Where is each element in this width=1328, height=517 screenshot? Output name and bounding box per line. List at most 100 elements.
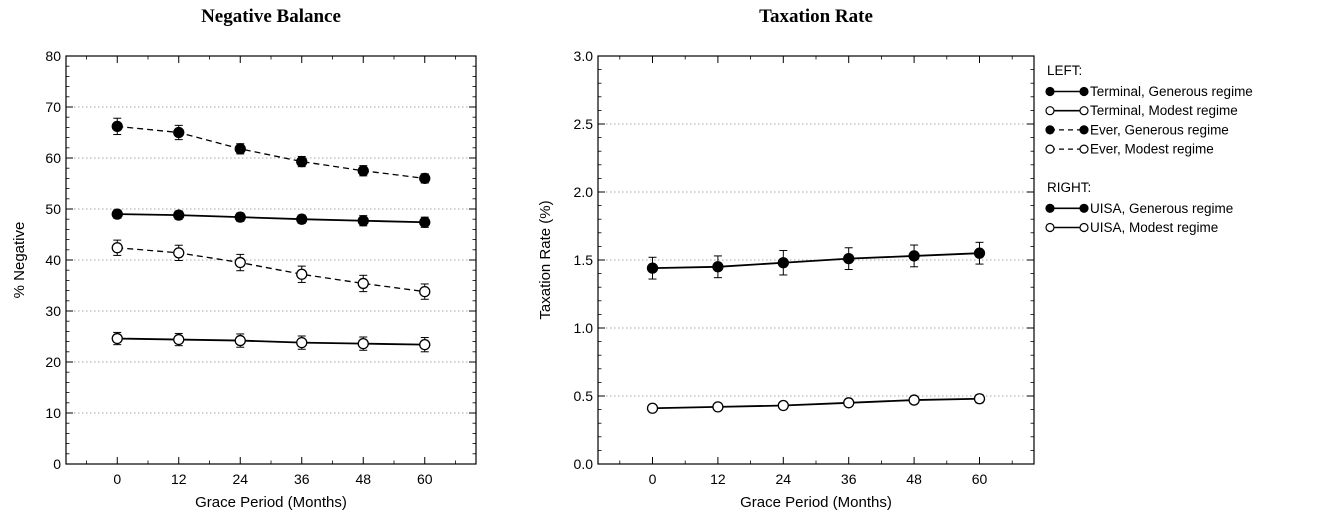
series-line (117, 337, 425, 346)
data-point (419, 285, 431, 298)
legend-label: UISA, Generous regime (1090, 201, 1233, 216)
legend-item: Terminal, Generous regime (1045, 84, 1253, 99)
y-tick-label: 80 (45, 48, 61, 64)
y-tick-label: 0 (53, 456, 61, 472)
y-tick-label: 10 (45, 405, 61, 421)
y-tick-label: 60 (45, 150, 61, 166)
data-point (173, 333, 185, 346)
data-point (111, 332, 123, 345)
y-tick-label: 40 (45, 252, 61, 268)
data-point (973, 247, 986, 259)
x-tick-label: 0 (649, 471, 657, 487)
legend-label: Terminal, Generous regime (1090, 84, 1253, 99)
right-chart-title: Taxation Rate (759, 6, 873, 27)
series-2 (111, 239, 431, 300)
legend-marker (1045, 222, 1055, 233)
data-point (234, 211, 246, 223)
data-point (777, 399, 789, 412)
legend-marker (1045, 86, 1055, 97)
y-axis-label: % Negative (11, 222, 28, 299)
x-axis-label: Grace Period (Months) (195, 494, 347, 511)
data-point (419, 216, 431, 228)
y-tick-label: 1.5 (574, 252, 594, 268)
legend-marker (1045, 106, 1055, 116)
legend-marker (1045, 144, 1055, 154)
plot-frame (597, 55, 1035, 465)
data-point (419, 172, 431, 185)
legend-marker (1079, 144, 1089, 154)
y-axis-label: Taxation Rate (%) (537, 200, 554, 319)
legend-item: Ever, Generous regime (1045, 122, 1229, 137)
legend-marker (1045, 125, 1055, 135)
data-point (777, 257, 789, 269)
y-tick-label: 20 (45, 354, 61, 370)
data-point (296, 155, 308, 168)
legend-marker (1079, 106, 1089, 116)
legend-label: Terminal, Modest regime (1090, 103, 1238, 118)
left-chart: 0 10 20 30 40 50 60 70 80 0 12 24 36 48 60 Grace Period… (11, 48, 477, 511)
legend-marker (1079, 222, 1089, 233)
legend: LEFT: Terminal, Generous regime Terminal, … (1045, 63, 1253, 235)
series-0 (111, 117, 431, 185)
data-point (357, 277, 369, 290)
legend-item: UISA, Modest regime (1045, 220, 1218, 235)
legend-label: Ever, Modest regime (1090, 142, 1214, 157)
data-point (296, 213, 308, 225)
data-point (173, 126, 185, 139)
data-point (712, 401, 724, 413)
data-point (646, 402, 659, 414)
data-point (712, 261, 724, 273)
legend-heading: LEFT: (1047, 63, 1082, 78)
data-point (973, 393, 986, 405)
x-tick-label: 12 (710, 471, 726, 487)
data-point (843, 252, 855, 265)
legend-marker (1045, 203, 1055, 213)
y-tick-label: 0.5 (574, 388, 594, 404)
series-1 (111, 208, 431, 228)
data-point (296, 268, 308, 280)
data-point (843, 397, 855, 409)
series-line (117, 125, 425, 180)
legend-marker (1079, 125, 1089, 135)
data-point (646, 262, 659, 274)
x-tick-label: 24 (232, 471, 248, 487)
data-point (111, 208, 123, 220)
data-point (419, 339, 431, 351)
data-point (173, 209, 185, 221)
series-line (117, 247, 425, 293)
data-point (234, 334, 246, 347)
legend-label: Ever, Generous regime (1090, 122, 1229, 137)
y-tick-label: 3.0 (574, 48, 594, 64)
data-point (908, 250, 920, 262)
series-1 (646, 393, 986, 414)
x-tick-label: 36 (294, 471, 310, 487)
data-point (357, 337, 369, 350)
legend-marker (1079, 203, 1089, 213)
legend-item: UISA, Generous regime (1045, 201, 1233, 216)
y-tick-label: 2.5 (574, 116, 594, 132)
x-tick-label: 60 (417, 471, 433, 487)
x-tick-label: 36 (841, 471, 857, 487)
series-line (117, 213, 425, 224)
legend-marker (1079, 86, 1089, 97)
y-tick-label: 30 (45, 303, 61, 319)
data-point (234, 256, 246, 269)
data-point (357, 165, 369, 177)
data-point (111, 242, 123, 254)
left-chart-title: Negative Balance (201, 6, 341, 27)
plot-frame (65, 55, 477, 465)
data-point (908, 394, 920, 406)
y-tick-label: 70 (45, 99, 61, 115)
series-line (652, 397, 980, 410)
y-tick-label: 0.0 (574, 456, 594, 472)
x-tick-label: 60 (972, 471, 988, 487)
data-point (296, 336, 308, 349)
y-tick-label: 2.0 (574, 184, 594, 200)
legend-item: Ever, Modest regime (1045, 142, 1214, 157)
x-tick-label: 24 (776, 471, 792, 487)
y-tick-label: 50 (45, 201, 61, 217)
data-point (173, 247, 185, 259)
x-axis-label: Grace Period (Months) (740, 494, 892, 511)
x-tick-label: 0 (113, 471, 121, 487)
